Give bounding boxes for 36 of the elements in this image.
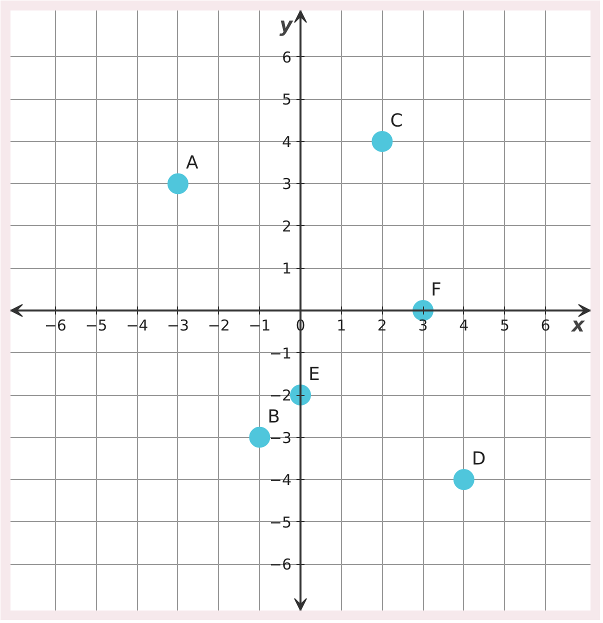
x-tick-label: 3 bbox=[418, 316, 428, 334]
x-tick-label: 2 bbox=[377, 316, 387, 334]
x-tick-label: 6 bbox=[540, 316, 550, 334]
y-tick-label: 3 bbox=[282, 175, 292, 194]
y-tick-label: −1 bbox=[269, 344, 292, 362]
y-tick-label: 4 bbox=[282, 132, 292, 151]
point bbox=[453, 469, 474, 490]
x-tick-label: 4 bbox=[459, 316, 469, 334]
point bbox=[249, 426, 270, 448]
y-tick-label: 5 bbox=[282, 90, 292, 109]
y-tick-label: 2 bbox=[282, 217, 292, 236]
x-tick-label: −5 bbox=[85, 316, 108, 334]
x-tick-label: −6 bbox=[44, 316, 66, 334]
y-tick-label: −4 bbox=[269, 471, 292, 490]
y-tick-label: −2 bbox=[269, 386, 292, 405]
x-tick-label: −3 bbox=[166, 316, 190, 334]
y-tick-label: −3 bbox=[269, 428, 292, 447]
annotation: D bbox=[472, 448, 486, 470]
point bbox=[167, 173, 188, 194]
x-tick-label: −1 bbox=[248, 316, 271, 334]
point bbox=[372, 131, 393, 152]
y-tick-label: −6 bbox=[269, 556, 292, 574]
x-axis-title: x bbox=[570, 312, 586, 336]
y-axis-title: y bbox=[279, 12, 294, 36]
x-tick-label: −2 bbox=[208, 316, 230, 334]
x-tick-label: 5 bbox=[500, 316, 510, 334]
y-tick-label: 6 bbox=[282, 48, 292, 66]
annotation: C bbox=[390, 110, 403, 132]
y-tick-label: −5 bbox=[269, 513, 292, 532]
x-tick-label: −4 bbox=[126, 316, 148, 334]
annotation: E bbox=[308, 364, 320, 386]
annotation: F bbox=[431, 280, 442, 300]
annotation: A bbox=[186, 152, 199, 174]
x-tick-label: 1 bbox=[336, 316, 346, 334]
annotation: B bbox=[268, 406, 280, 428]
y-tick-label: 1 bbox=[282, 260, 292, 278]
